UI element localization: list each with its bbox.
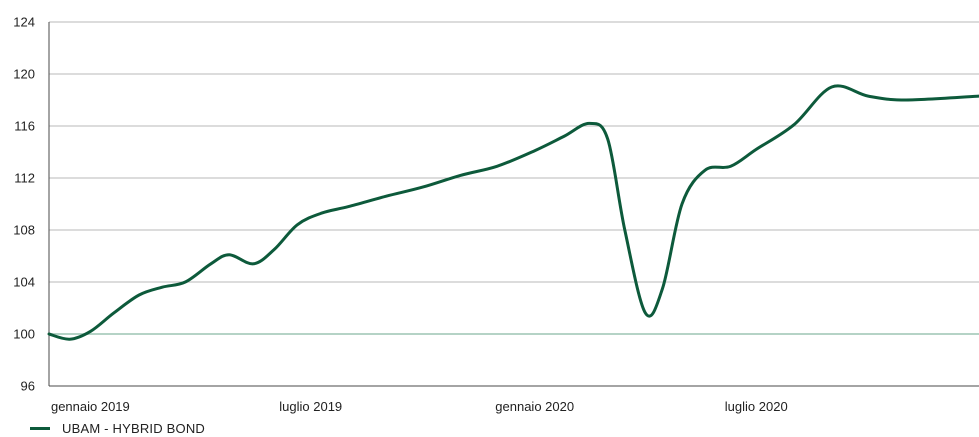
y-tick-label: 120: [13, 67, 35, 82]
y-tick-label: 100: [13, 327, 35, 342]
y-tick-label: 124: [13, 15, 35, 30]
x-axis-ticks: gennaio 2019 luglio 2019 gennaio 2020 lugli…: [51, 399, 788, 414]
x-tick-label: gennaio 2019: [51, 399, 130, 414]
legend: UBAM - HYBRID BOND: [30, 421, 205, 436]
x-tick-label: gennaio 2020: [495, 399, 574, 414]
series-line: [47, 84, 979, 341]
gridlines: [49, 21, 979, 283]
axes: [48, 22, 979, 387]
legend-label: UBAM - HYBRID BOND: [62, 421, 206, 436]
y-tick-label: 112: [14, 171, 35, 186]
x-tick-label: luglio 2019: [279, 399, 342, 414]
series: [47, 84, 979, 341]
y-tick-label: 116: [14, 119, 35, 134]
y-tick-label: 104: [13, 275, 35, 290]
y-axis-ticks: 96 100 104 108 112 116 120 124: [13, 15, 35, 394]
x-tick-label: luglio 2020: [725, 399, 788, 414]
y-tick-label: 96: [21, 379, 35, 394]
legend-swatch: [30, 427, 50, 430]
y-tick-label: 108: [13, 223, 35, 238]
